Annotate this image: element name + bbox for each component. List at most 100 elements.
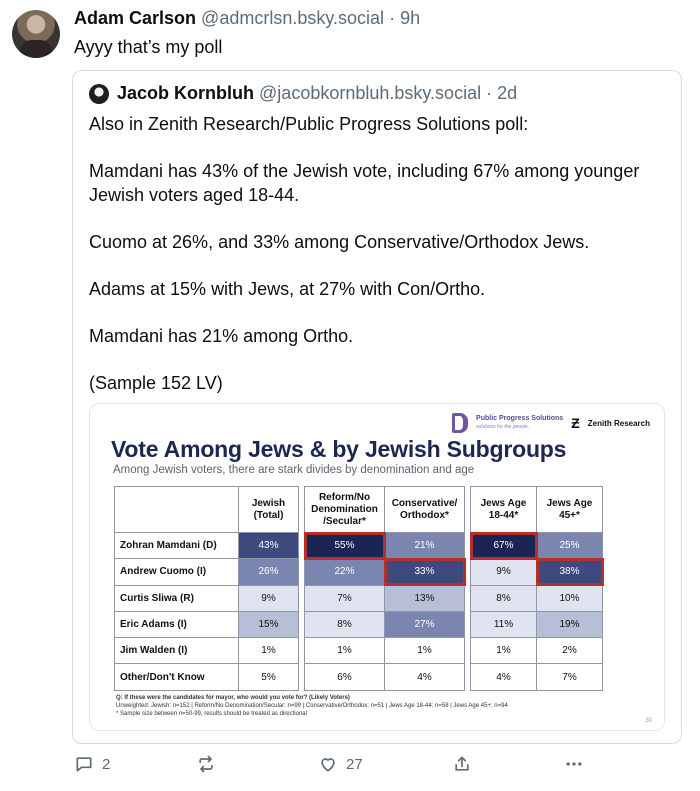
post-header: Adam Carlson @admcrlsn.bsky.social · 9h <box>74 8 420 29</box>
quote-header: Jacob Kornbluh @jacobkornbluh.bsky.socia… <box>117 83 517 104</box>
post-actions: 2 27 <box>74 754 594 780</box>
poll-logos: Public Progress Solutions solutions for … <box>452 412 650 434</box>
poll-subtitle: Among Jewish voters, there are stark div… <box>113 464 475 476</box>
reply-button[interactable]: 2 <box>74 754 110 774</box>
poll-directional-note: * Sample size between n=50-99, results s… <box>116 711 307 717</box>
table-cell: 8% <box>470 584 537 612</box>
row-label: Jim Walden (I) <box>114 637 239 665</box>
table-cell: 8% <box>304 610 385 639</box>
table-cell: 2% <box>536 637 603 665</box>
table-cell: 13% <box>384 584 465 612</box>
table-cell: 1% <box>238 637 299 665</box>
column-header: Jewish (Total) <box>238 486 299 533</box>
row-label: Curtis Sliwa (R) <box>114 584 239 612</box>
table-row: Jim Walden (I) 1% 1% 1% 1% 2% <box>114 637 603 665</box>
table-row: Zohran Mamdani (D) 43% 55% 21% 67% 25% <box>114 531 603 560</box>
table-cell: 11% <box>470 610 537 639</box>
like-count: 27 <box>346 755 363 773</box>
table-cell: 21% <box>384 531 465 560</box>
quote-body: Also in Zenith Research/Public Progress … <box>89 113 674 419</box>
table-cell: 19% <box>536 610 603 639</box>
table-cell: 1% <box>304 637 385 665</box>
table-row: Eric Adams (I) 15% 8% 27% 11% 19% <box>114 610 603 639</box>
column-gap <box>298 486 305 533</box>
reply-count: 2 <box>102 755 111 773</box>
table-cell: 5% <box>238 663 299 691</box>
table-cell: 10% <box>536 584 603 612</box>
share-button[interactable] <box>452 754 472 774</box>
table-row: Andrew Cuomo (I) 26% 22% 33% 9% 38% <box>114 557 604 587</box>
poll-title: Vote Among Jews & by Jewish Subgroups <box>111 436 567 462</box>
table-cell: 1% <box>470 637 537 665</box>
table-row: Other/Don't Know 5% 6% 4% 4% 7% <box>114 663 603 691</box>
author-name[interactable]: Adam Carlson <box>74 8 197 28</box>
table-cell: 9% <box>470 558 537 586</box>
column-gap <box>464 486 471 533</box>
zenith-logo-text: Zenith Research <box>587 418 650 428</box>
column-header: Conservative/ Orthodox* <box>384 486 465 533</box>
quote-paragraph: Adams at 15% with Jews, at 27% with Con/… <box>89 278 486 299</box>
pps-logo-icon <box>452 413 469 433</box>
table-cell: 4% <box>384 663 465 691</box>
poll-footnotes: Q: If these were the candidates for mayo… <box>116 694 636 718</box>
avatar[interactable] <box>12 10 60 58</box>
quoted-post[interactable]: Jacob Kornbluh @jacobkornbluh.bsky.socia… <box>72 70 682 744</box>
table-cell: 9% <box>238 584 299 612</box>
more-options-button[interactable] <box>564 754 584 774</box>
table-header-row: Jewish (Total) Reform/No Denomination /S… <box>114 486 603 533</box>
quote-paragraph: (Sample 152 LV) <box>89 372 223 393</box>
corner-cell <box>114 486 239 533</box>
table-cell-highlighted: 55% <box>303 531 386 560</box>
table-cell-highlighted: 67% <box>469 531 538 560</box>
table-cell: 15% <box>238 610 299 639</box>
quote-author-handle[interactable]: @jacobkornbluh.bsky.social <box>259 83 482 103</box>
column-header: Jews Age 45+* <box>536 486 603 533</box>
quote-paragraph: Cuomo at 26%, and 33% among Conservative… <box>89 231 590 252</box>
repost-icon <box>199 755 213 773</box>
table-cell: 6% <box>304 663 385 691</box>
row-label: Andrew Cuomo (I) <box>114 558 239 586</box>
poll-sample-note: Unweighted: Jewish: n=152 | Reform/No De… <box>116 703 508 709</box>
table-cell: 25% <box>536 531 603 560</box>
table-cell: 26% <box>238 558 299 586</box>
table-cell: 43% <box>238 531 299 560</box>
quote-paragraph: Also in Zenith Research/Public Progress … <box>89 114 529 134</box>
table-cell-highlighted: 38% <box>535 557 604 587</box>
quote-paragraph: Mamdani has 43% of the Jewish vote, incl… <box>89 161 640 205</box>
column-header: Reform/No Denomination /Secular* <box>304 486 385 533</box>
table-cell: 4% <box>470 663 537 691</box>
table-cell-highlighted: 33% <box>383 557 466 587</box>
poll-table: Jewish (Total) Reform/No Denomination /S… <box>114 486 604 691</box>
quote-time[interactable]: 2d <box>497 83 518 103</box>
reply-icon <box>76 757 92 772</box>
table-cell: 7% <box>304 584 385 612</box>
table-cell: 7% <box>536 663 603 691</box>
share-icon <box>455 756 469 771</box>
table-row: Curtis Sliwa (R) 9% 7% 13% 8% 10% <box>114 584 603 612</box>
quote-author-name[interactable]: Jacob Kornbluh <box>117 83 255 103</box>
poll-page-number: 30 <box>645 718 652 724</box>
heart-icon <box>321 758 335 772</box>
row-label: Eric Adams (I) <box>114 610 239 639</box>
row-label: Other/Don't Know <box>114 663 239 691</box>
quote-paragraph: Mamdani has 21% among Ortho. <box>89 325 354 346</box>
separator-dot: · <box>389 8 396 28</box>
like-button[interactable]: 27 <box>318 754 363 774</box>
post-time[interactable]: 9h <box>400 8 421 28</box>
repost-button[interactable] <box>196 754 224 774</box>
quote-avatar[interactable] <box>89 84 109 104</box>
poll-question-note: Q: If these were the candidates for mayo… <box>116 695 350 701</box>
author-handle[interactable]: @admcrlsn.bsky.social <box>201 8 385 28</box>
separator-dot: · <box>486 83 493 103</box>
post-text: Ayyy that’s my poll <box>74 37 223 57</box>
pps-logo-text: Public Progress Solutions solutions for … <box>476 415 564 430</box>
poll-image[interactable]: Public Progress Solutions solutions for … <box>89 403 665 731</box>
more-dots-icon <box>566 762 582 766</box>
row-label: Zohran Mamdani (D) <box>114 531 239 560</box>
table-cell: 27% <box>384 610 465 639</box>
table-cell: 1% <box>384 637 465 665</box>
column-header: Jews Age 18-44* <box>470 486 537 533</box>
table-cell: 22% <box>304 558 385 586</box>
zenith-logo-icon: Ƶ <box>571 415 580 431</box>
